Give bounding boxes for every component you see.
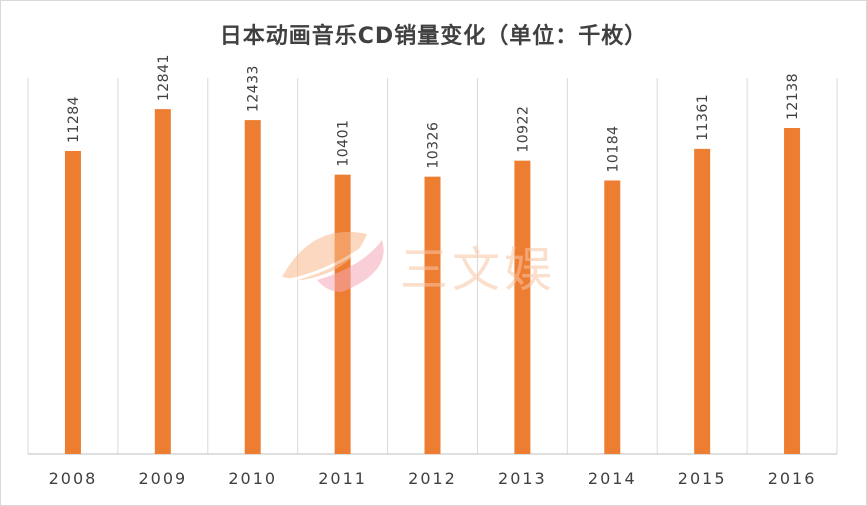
data-label-2015: 11361 <box>695 94 711 141</box>
bar-2015 <box>694 148 711 454</box>
bar-2010 <box>244 120 261 454</box>
data-labels: 11284 12841 12433 10401 10326 10922 10184 11361… <box>66 54 801 172</box>
data-label-2012: 10326 <box>426 122 442 169</box>
x-tick-2015: 2015 <box>678 469 727 488</box>
x-tick-2014: 2014 <box>588 469 637 488</box>
x-tick-2012: 2012 <box>408 469 457 488</box>
data-label-2008: 11284 <box>66 96 82 143</box>
bar-2012 <box>424 176 441 454</box>
bar-2008 <box>64 150 81 454</box>
data-label-2009: 12841 <box>156 54 172 101</box>
chart-title: 日本动画音乐CD销量变化（单位：千枚） <box>219 24 648 49</box>
bar-2013 <box>514 160 531 454</box>
bar-2009 <box>154 109 171 454</box>
data-label-2013: 10922 <box>515 106 531 153</box>
x-tick-2010: 2010 <box>228 469 277 488</box>
x-tick-2011: 2011 <box>318 469 367 488</box>
leaf-logo-icon <box>276 231 384 292</box>
bar-2016 <box>784 128 801 454</box>
x-tick-2009: 2009 <box>138 469 187 488</box>
data-label-2014: 10184 <box>605 125 621 172</box>
x-tick-2013: 2013 <box>498 469 547 488</box>
watermark-logo: 三文娱 <box>272 222 562 302</box>
watermark-text: 三文娱 <box>400 242 557 298</box>
data-label-2011: 10401 <box>336 120 352 167</box>
bar-2014 <box>604 180 621 454</box>
x-tick-2008: 2008 <box>49 469 98 488</box>
bars <box>64 109 801 454</box>
data-label-2016: 12138 <box>785 73 801 120</box>
data-label-2010: 12433 <box>246 65 262 112</box>
x-axis-ticks: 2008 2009 2010 2011 2012 2013 2014 2015 2016 <box>49 469 817 488</box>
bar-2011 <box>334 174 351 454</box>
x-tick-2016: 2016 <box>768 469 817 488</box>
